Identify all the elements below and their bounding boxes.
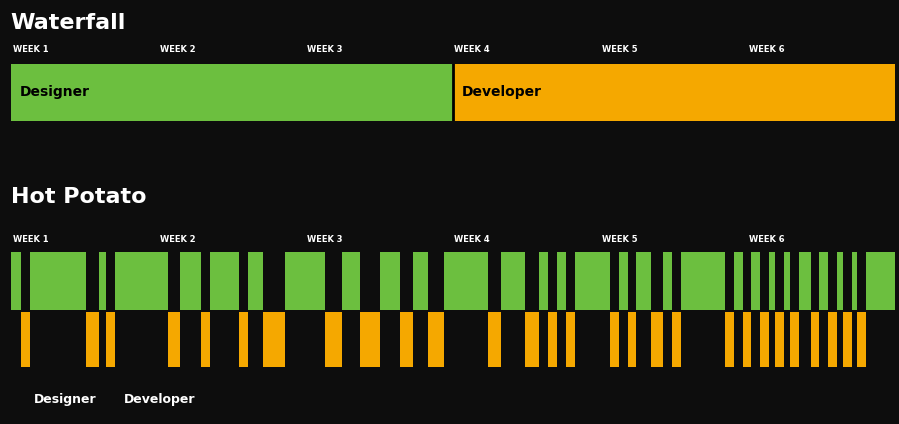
Bar bbox=[769, 252, 775, 310]
Text: Developer: Developer bbox=[124, 393, 196, 406]
Bar bbox=[672, 312, 681, 367]
Bar bbox=[452, 64, 895, 121]
Bar bbox=[761, 312, 769, 367]
Bar bbox=[209, 252, 239, 310]
Bar bbox=[619, 252, 628, 310]
Bar bbox=[181, 252, 200, 310]
Text: WEEK 1: WEEK 1 bbox=[13, 235, 49, 244]
Bar bbox=[784, 252, 790, 310]
Bar bbox=[168, 312, 181, 367]
Text: WEEK 5: WEEK 5 bbox=[601, 235, 637, 244]
Bar bbox=[610, 312, 619, 367]
Text: WEEK 4: WEEK 4 bbox=[454, 45, 490, 54]
Bar bbox=[743, 312, 752, 367]
Text: WEEK 6: WEEK 6 bbox=[749, 45, 785, 54]
Text: WEEK 1: WEEK 1 bbox=[13, 45, 49, 54]
Bar bbox=[652, 312, 663, 367]
Bar bbox=[200, 312, 209, 367]
Bar bbox=[115, 252, 168, 310]
Bar bbox=[488, 312, 502, 367]
Text: WEEK 6: WEEK 6 bbox=[749, 235, 785, 244]
Bar bbox=[400, 312, 413, 367]
Bar bbox=[628, 312, 636, 367]
Bar bbox=[444, 252, 488, 310]
Bar bbox=[99, 252, 106, 310]
Bar bbox=[413, 252, 428, 310]
Text: WEEK 3: WEEK 3 bbox=[307, 45, 343, 54]
Bar bbox=[852, 252, 858, 310]
Bar bbox=[525, 312, 539, 367]
Bar bbox=[574, 252, 610, 310]
Text: WEEK 5: WEEK 5 bbox=[601, 45, 637, 54]
Bar bbox=[11, 64, 452, 121]
Bar bbox=[106, 312, 115, 367]
Bar bbox=[360, 312, 380, 367]
Bar bbox=[681, 252, 725, 310]
Bar bbox=[828, 312, 837, 367]
Bar bbox=[858, 312, 867, 367]
Bar bbox=[819, 252, 828, 310]
Bar bbox=[428, 312, 444, 367]
Bar bbox=[556, 252, 565, 310]
Bar bbox=[636, 252, 652, 310]
Bar bbox=[867, 252, 895, 310]
Bar bbox=[790, 312, 799, 367]
Bar bbox=[663, 252, 672, 310]
Bar bbox=[247, 252, 263, 310]
Bar bbox=[239, 312, 247, 367]
Text: Designer: Designer bbox=[20, 85, 90, 99]
Bar bbox=[343, 252, 360, 310]
Bar bbox=[11, 252, 22, 310]
Bar bbox=[843, 312, 852, 367]
Bar bbox=[811, 312, 819, 367]
Text: Designer: Designer bbox=[34, 393, 97, 406]
Bar bbox=[380, 252, 400, 310]
Bar bbox=[86, 312, 99, 367]
Text: WEEK 4: WEEK 4 bbox=[454, 235, 490, 244]
Bar bbox=[734, 252, 743, 310]
Bar bbox=[263, 312, 285, 367]
Bar bbox=[285, 252, 325, 310]
Bar bbox=[539, 252, 548, 310]
Bar bbox=[837, 252, 843, 310]
Text: Waterfall: Waterfall bbox=[11, 13, 126, 33]
Bar bbox=[31, 252, 86, 310]
Bar bbox=[799, 252, 811, 310]
Text: WEEK 2: WEEK 2 bbox=[160, 235, 195, 244]
Text: WEEK 3: WEEK 3 bbox=[307, 235, 343, 244]
Bar bbox=[502, 252, 525, 310]
Bar bbox=[725, 312, 734, 367]
Text: WEEK 2: WEEK 2 bbox=[160, 45, 195, 54]
Bar bbox=[325, 312, 343, 367]
Bar bbox=[22, 312, 31, 367]
Bar bbox=[752, 252, 761, 310]
Bar bbox=[548, 312, 556, 367]
Text: Hot Potato: Hot Potato bbox=[11, 187, 147, 206]
Bar bbox=[775, 312, 784, 367]
Text: Developer: Developer bbox=[461, 85, 541, 99]
Bar bbox=[565, 312, 574, 367]
